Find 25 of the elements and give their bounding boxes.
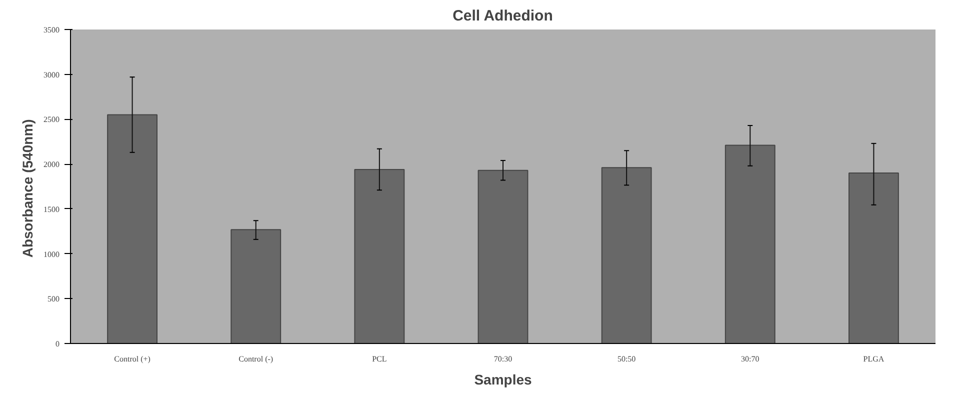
- bar: [848, 172, 899, 344]
- x-tick-label: 30:70: [741, 354, 760, 364]
- y-tick-label: 1000: [44, 250, 60, 259]
- bar: [230, 229, 282, 344]
- chart-title: Cell Adhedion: [452, 8, 553, 24]
- bar: [724, 144, 776, 344]
- x-tick-label: Control (-): [238, 354, 274, 364]
- y-axis-title: Absorbance (540nm): [20, 119, 36, 258]
- y-tick-label: 1500: [44, 204, 60, 214]
- x-tick-label: PCL: [372, 354, 387, 364]
- bar: [354, 168, 405, 344]
- y-tick-label: 0: [56, 340, 60, 348]
- y-tick-label: 3500: [44, 26, 60, 34]
- bar: [107, 114, 158, 344]
- x-tick-label: 50:50: [617, 354, 636, 364]
- y-tick-label: 2500: [44, 115, 60, 124]
- x-axis-title: Samples: [474, 372, 532, 388]
- y-tick-label: 3000: [44, 70, 60, 80]
- y-tick-label: 2000: [44, 160, 60, 170]
- x-tick-label: Control (+): [114, 354, 151, 364]
- bar: [601, 167, 652, 344]
- bar: [478, 170, 528, 344]
- y-tick-label: 500: [48, 294, 60, 304]
- x-tick-label: PLGA: [863, 354, 884, 364]
- x-tick-label: 70:30: [494, 354, 512, 364]
